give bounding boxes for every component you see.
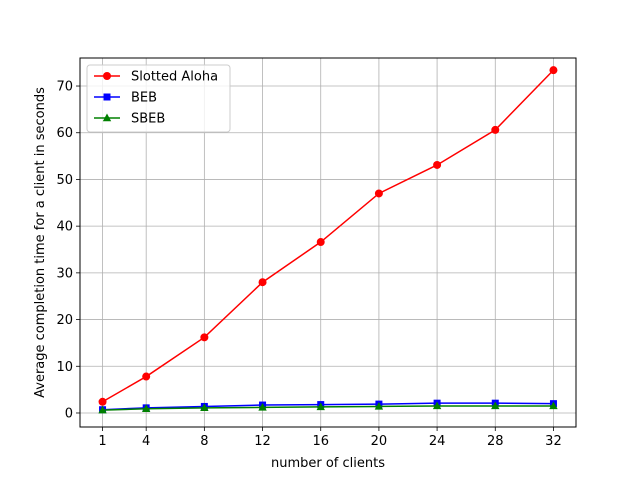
x-tick-label: 28: [487, 434, 504, 449]
legend-item-sbeb: SBEB: [94, 112, 165, 127]
data-point-sbeb: [549, 401, 558, 410]
legend-item-beb: BEB: [94, 91, 157, 106]
x-tick-label: 16: [312, 434, 329, 449]
y-tick-label: 10: [56, 360, 73, 375]
y-tick-label: 60: [56, 126, 73, 141]
y-tick-label: 30: [56, 266, 73, 281]
y-tick-label: 20: [56, 313, 73, 328]
legend: Slotted Aloha BEB SBEB: [86, 64, 231, 133]
data-point-sbeb: [141, 404, 151, 412]
y-tick-label: 50: [56, 173, 73, 188]
data-point-sbeb: [258, 402, 267, 411]
legend-label: SBEB: [131, 112, 165, 127]
y-axis: 0 10 20 30 40 50 60 70: [56, 80, 80, 421]
data-point-sbeb: [374, 401, 384, 410]
data-point-sbeb: [200, 403, 209, 412]
data-point-slotted-aloha: [258, 278, 267, 287]
data-point-sbeb: [491, 401, 500, 410]
legend-box: [86, 64, 231, 133]
legend-marker: [103, 93, 111, 101]
series-sbeb: [98, 401, 558, 414]
data-point-sbeb: [316, 402, 325, 411]
plot-frame: [79, 57, 577, 428]
x-tick-label: 12: [254, 434, 271, 449]
data-point-slotted-aloha: [433, 160, 442, 169]
data-point-slotted-aloha: [316, 238, 325, 247]
x-tick-label: 32: [545, 434, 562, 449]
x-tick-label: 8: [200, 434, 208, 449]
data-point-sbeb: [98, 405, 107, 414]
data-point-slotted-aloha: [200, 333, 209, 342]
y-tick-label: 70: [56, 80, 73, 95]
legend-item-slotted-aloha: Slotted Aloha: [94, 70, 218, 85]
data-point-sbeb: [432, 401, 442, 410]
data-point-slotted-aloha: [98, 397, 107, 406]
legend-marker: [103, 72, 111, 80]
series-slotted-aloha: [98, 66, 558, 406]
x-tick-label: 24: [429, 434, 446, 449]
data-point-slotted-aloha: [374, 189, 383, 198]
x-tick-label: 4: [142, 434, 150, 449]
y-tick-label: 0: [65, 406, 73, 421]
data-point-slotted-aloha: [491, 125, 500, 134]
data-point-slotted-aloha: [549, 66, 558, 75]
legend-marker: [102, 113, 112, 122]
legend-label: Slotted Aloha: [131, 70, 218, 85]
series-layer: [98, 66, 558, 414]
y-tick-label: 40: [56, 220, 73, 235]
x-tick-label: 20: [371, 434, 388, 449]
x-tick-label: 1: [98, 434, 106, 449]
x-axis-label: number of clients: [271, 456, 385, 471]
legend-label: BEB: [131, 91, 157, 106]
x-axis: 1 4 8 12 16 20 24 28 32: [98, 427, 562, 449]
data-point-slotted-aloha: [142, 372, 151, 381]
y-axis-label: Average completion time for a client in …: [33, 87, 48, 398]
